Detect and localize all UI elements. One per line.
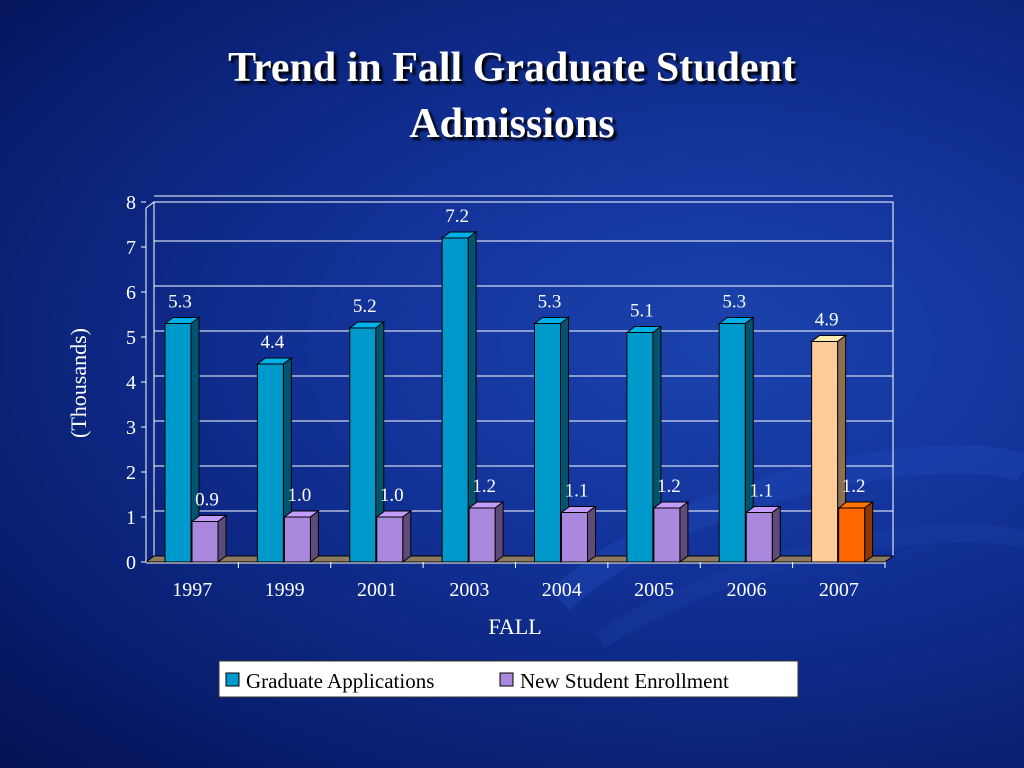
y-tick-label: 6 (126, 282, 136, 304)
x-tick-label-2001: 2001 (357, 579, 397, 601)
bar-enrollment-1997-side (217, 514, 227, 563)
bar-enrollment-2007-side (864, 501, 874, 563)
y-tick-label: 1 (126, 507, 136, 529)
bar-enrollment-1997 (191, 521, 219, 563)
x-tick-label-2007: 2007 (819, 579, 859, 601)
data-label-applications-1997: 5.3 (168, 292, 192, 313)
y-tick-label: 4 (126, 372, 136, 394)
bar-applications-2004 (534, 323, 561, 563)
bar-applications-2006 (718, 323, 746, 563)
bar-applications-1999 (256, 363, 284, 563)
data-label-enrollment-2006: 1.1 (749, 481, 773, 502)
slide-title-line-1: Trend in Fall Graduate Student (228, 45, 796, 91)
bar-enrollment-2005 (653, 507, 681, 563)
bar-applications-2003 (441, 237, 469, 563)
data-label-enrollment-2003: 1.2 (472, 476, 496, 497)
bar-enrollment-2007 (838, 507, 866, 563)
y-axis-depth (145, 201, 155, 209)
legend-swatch-enrollment (499, 672, 514, 687)
legend-label-applications: Graduate Applications (246, 669, 434, 693)
data-label-applications-2007: 4.9 (815, 310, 839, 331)
bar-applications-2005 (626, 332, 654, 563)
bar-applications-2007 (811, 341, 839, 563)
bar-enrollment-2001-side (402, 510, 412, 563)
x-tick-label-2003: 2003 (449, 579, 489, 601)
bar-enrollment-2006 (745, 512, 773, 563)
bar-enrollment-1999 (283, 516, 311, 563)
x-tick-label-2004: 2004 (542, 579, 582, 601)
y-tick-label: 8 (126, 192, 136, 214)
x-axis-label: FALL (488, 614, 541, 639)
bar-applications-1997 (164, 323, 192, 563)
data-label-applications-2003: 7.2 (445, 206, 469, 227)
y-tick-label: 2 (126, 462, 136, 484)
slide-title-line-2: Admissions (409, 101, 615, 147)
bar-enrollment-1999-side (309, 510, 319, 563)
y-tick-label: 5 (126, 327, 136, 349)
y-tick-label: 3 (126, 417, 136, 439)
data-label-applications-1999: 4.4 (261, 332, 285, 353)
bar-enrollment-2005-side (679, 501, 689, 563)
data-label-enrollment-2005: 1.2 (657, 476, 681, 497)
x-tick-label-1999: 1999 (265, 579, 305, 601)
data-label-applications-2004: 5.3 (538, 292, 562, 313)
bar-enrollment-2003 (468, 507, 496, 563)
x-tick-label-2006: 2006 (726, 579, 766, 601)
bar-enrollment-2001 (376, 516, 404, 563)
plot-area: 0 1 2 3 4 5 6 7 8 5.3 0.9 1997 4.4 1.0 1999 5.2 1.0 2001 7… (126, 192, 895, 601)
y-axis-label: (Thousands) (66, 328, 91, 438)
slide-title: Trend in Fall Graduate Student Admission… (0, 40, 1024, 152)
data-label-applications-2006: 5.3 (722, 292, 746, 313)
data-label-enrollment-1999: 1.0 (288, 485, 312, 506)
data-label-enrollment-2004: 1.1 (565, 481, 589, 502)
legend: Graduate Applications New Student Enroll… (218, 660, 799, 698)
y-tick-label: 0 (126, 552, 136, 574)
bar-enrollment-2004-side (587, 505, 596, 563)
bar-applications-2001 (349, 327, 377, 563)
y-tick-label: 7 (126, 237, 136, 259)
bar-enrollment-2003-side (494, 501, 504, 563)
x-tick-label-1997: 1997 (172, 579, 212, 601)
data-label-applications-2001: 5.2 (353, 296, 377, 317)
legend-label-enrollment: New Student Enrollment (520, 669, 729, 693)
data-label-applications-2005: 5.1 (630, 301, 654, 322)
data-label-enrollment-2007: 1.2 (842, 476, 866, 497)
bar-enrollment-2006-side (771, 505, 781, 563)
data-label-enrollment-1997: 0.9 (195, 490, 219, 511)
bar-enrollment-2004 (561, 512, 588, 563)
x-tick-label-2005: 2005 (634, 579, 674, 601)
data-label-enrollment-2001: 1.0 (380, 485, 404, 506)
legend-swatch-applications (225, 672, 240, 687)
